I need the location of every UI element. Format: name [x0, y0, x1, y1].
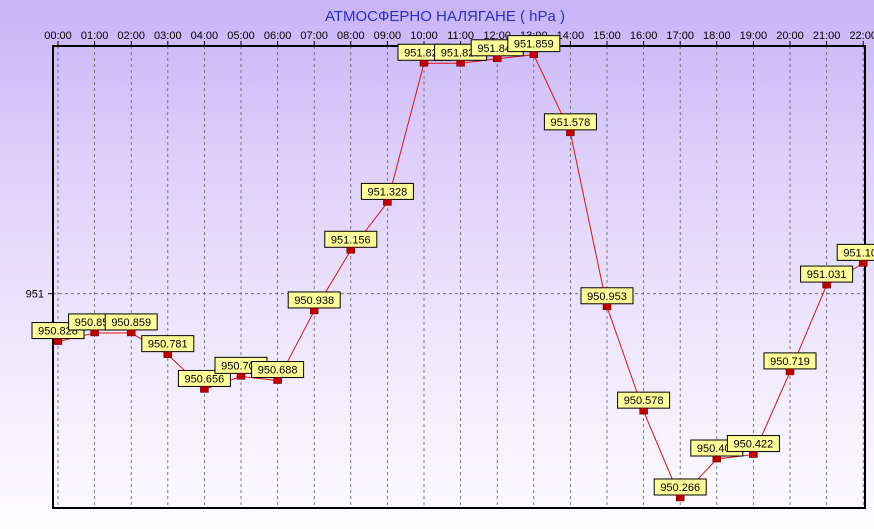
x-tick-label: 17:00 — [666, 30, 694, 42]
x-tick-label: 02:00 — [117, 30, 145, 42]
data-marker — [383, 199, 392, 206]
x-tick-label: 07:00 — [300, 30, 328, 42]
x-tick-label: 19:00 — [740, 30, 768, 42]
x-tick-label: 16:00 — [630, 30, 658, 42]
x-tick-label: 21:00 — [813, 30, 841, 42]
x-tick-label: 04:00 — [191, 30, 219, 42]
data-label: 951.031 — [807, 269, 847, 281]
data-label: 950.703 — [221, 360, 261, 372]
data-label: 951.828 — [404, 47, 444, 59]
data-label: 951.844 — [477, 43, 517, 55]
x-axis-ticks: 00:00 01:00 02:00 03:00 04:00 05:00 06:00 07:00… — [44, 30, 874, 46]
data-label: 950.422 — [734, 439, 774, 451]
y-tick-label: 951 — [26, 289, 44, 301]
x-tick-label: 15:00 — [593, 30, 621, 42]
x-tick-label: 22:00 — [849, 30, 874, 42]
x-tick-label: 06:00 — [264, 30, 292, 42]
data-label: 950.938 — [294, 295, 334, 307]
x-tick-label: 09:00 — [374, 30, 402, 42]
data-marker — [90, 329, 99, 337]
data-marker — [785, 368, 795, 376]
data-marker — [126, 329, 136, 337]
data-label: 951.828 — [441, 47, 481, 59]
x-tick-label: 01:00 — [81, 30, 109, 42]
x-tick-label: 18:00 — [703, 30, 731, 42]
data-labels: 950.828950.859950.859950.781950.656950.7… — [31, 35, 874, 496]
data-label: 950.719 — [770, 356, 810, 368]
data-marker — [858, 260, 868, 267]
data-markers — [53, 51, 868, 502]
x-tick-label: 05:00 — [227, 30, 255, 42]
data-label: 950.859 — [75, 317, 115, 329]
data-label: 951.859 — [514, 39, 554, 51]
x-tick-label: 03:00 — [154, 30, 182, 42]
x-tick-label: 12:00 — [483, 30, 511, 42]
data-marker — [200, 386, 209, 393]
data-label: 950.656 — [185, 373, 225, 385]
data-label: 951.328 — [368, 186, 408, 198]
data-label: 950.406 — [697, 443, 737, 455]
data-label: 950.578 — [624, 395, 664, 407]
grid — [53, 46, 865, 508]
data-marker — [529, 51, 539, 58]
data-label: 950.859 — [111, 317, 151, 329]
data-label: 950.953 — [587, 291, 627, 303]
x-tick-label: 00:00 — [44, 30, 72, 42]
data-marker — [749, 451, 758, 458]
data-label: 951.156 — [331, 234, 371, 246]
data-marker — [675, 494, 685, 502]
data-marker — [492, 55, 502, 63]
x-tick-label: 20:00 — [776, 30, 804, 42]
x-tick-label: 10:00 — [410, 30, 438, 42]
data-marker — [236, 373, 246, 380]
data-label: 950.781 — [148, 339, 188, 351]
data-marker — [163, 351, 173, 358]
chart-title: АТМОСФЕРНО НАЛЯГАНЕ ( hPa ) — [325, 8, 565, 25]
data-marker — [456, 60, 465, 67]
data-marker — [273, 377, 282, 384]
x-tick-label: 11:00 — [447, 30, 474, 42]
data-marker — [309, 307, 319, 315]
data-marker — [602, 303, 612, 311]
data-marker — [712, 455, 722, 463]
data-marker — [53, 338, 63, 345]
data-label: 950.828 — [38, 326, 78, 338]
data-label: 951.578 — [551, 117, 591, 129]
x-tick-label: 14:00 — [557, 30, 585, 42]
data-marker — [419, 60, 429, 67]
data-label: 951.109 — [843, 247, 874, 259]
x-tick-label: 08:00 — [337, 30, 365, 42]
data-marker — [346, 247, 356, 254]
data-marker — [566, 129, 575, 137]
y-axis-ticks: 951 — [26, 289, 53, 301]
data-label: 950.266 — [660, 482, 700, 494]
data-label: 950.688 — [258, 365, 298, 377]
data-marker — [639, 407, 648, 415]
data-marker — [822, 281, 831, 289]
